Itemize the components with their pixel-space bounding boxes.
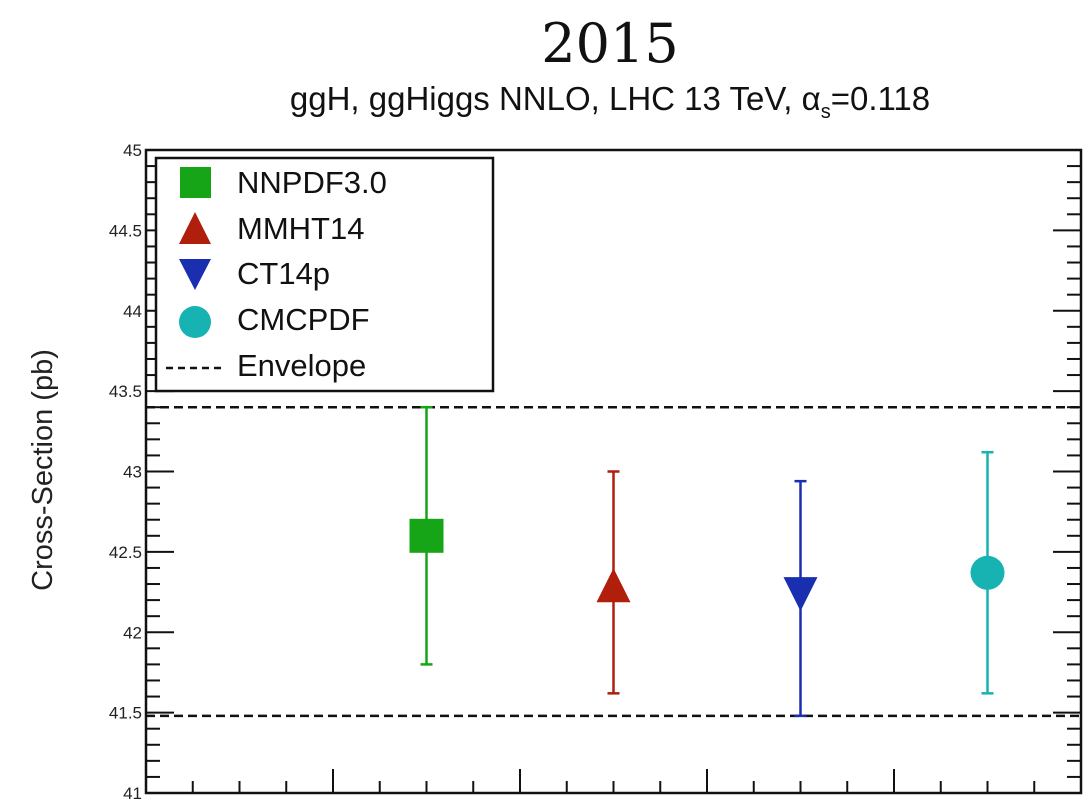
y-tick-label: 41.5 [109, 704, 142, 723]
legend-label-ct14: CT14p [237, 256, 330, 291]
legend-marker-nnpdf-square-icon [180, 167, 211, 198]
legend-marker-cmcpdf-circle-icon [179, 306, 211, 338]
subtitle-subscript: s [821, 101, 831, 123]
y-tick-label: 45 [123, 141, 142, 160]
legend-label-nnpdf: NNPDF3.0 [237, 165, 387, 200]
legend-label-envelope: Envelope [237, 348, 366, 383]
subtitle-prefix: ggH, ggHiggs NNLO, LHC 13 TeV, α [290, 80, 821, 117]
point-ct14p [783, 577, 818, 612]
y-tick-label: 42.5 [109, 543, 142, 562]
legend-marker-ct14-triangle-down-icon [179, 259, 211, 290]
chart-title: 2015 [541, 12, 678, 75]
legend: NNPDF3.0 MMHT14 CT14p CMCPDF Envelope [154, 156, 495, 393]
point-mmht14 [596, 568, 631, 603]
y-tick-label: 42 [123, 623, 142, 642]
y-tick-label: 44 [123, 302, 142, 321]
y-tick-label: 43.5 [109, 382, 142, 401]
legend-label-cmcpdf: CMCPDF [237, 302, 370, 337]
subtitle-suffix: =0.118 [831, 80, 930, 117]
y-axis-label: Cross-Section (pb) [27, 349, 59, 591]
point-cmcpdf [970, 555, 1005, 590]
legend-label-mmht: MMHT14 [237, 211, 364, 246]
plot-area: 41 41.5 42 42.5 43 43.5 44 44.5 45 [109, 141, 1083, 799]
chart-subtitle: ggH, ggHiggs NNLO, LHC 13 TeV, αs=0.118 [290, 80, 930, 123]
y-tick-label: 41 [123, 784, 142, 799]
legend-marker-mmht-triangle-icon [179, 212, 211, 244]
y-tick-label: 43 [123, 463, 142, 482]
y-tick-label: 44.5 [109, 221, 142, 240]
legend-box [154, 156, 495, 393]
point-nnpdf3-0 [409, 518, 444, 553]
